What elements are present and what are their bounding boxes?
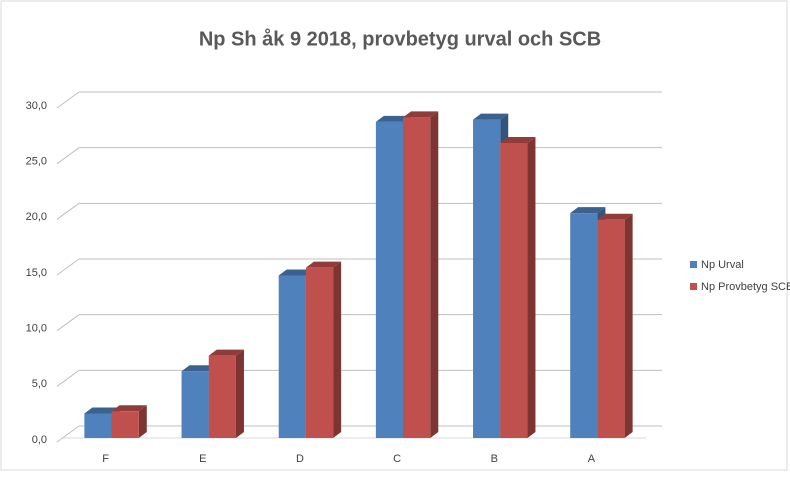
bar <box>208 355 236 438</box>
bar <box>111 411 139 438</box>
legend-swatch <box>690 283 697 290</box>
bar <box>500 142 528 438</box>
x-tick-label: E <box>199 453 206 465</box>
bar-top <box>181 365 217 372</box>
bar <box>597 219 625 438</box>
grid-line-depth <box>56 258 80 276</box>
chart-title: Np Sh åk 9 2018, provbetyg urval och SCB <box>199 27 601 50</box>
y-tick-label: 25,0 <box>26 156 47 168</box>
y-tick-label: 30,0 <box>26 100 47 112</box>
x-tick-label: A <box>588 453 596 465</box>
y-tick-label: 20,0 <box>26 211 47 223</box>
bar-top <box>84 407 120 414</box>
bar <box>305 267 334 438</box>
bar-top <box>375 115 412 122</box>
bar <box>403 117 431 439</box>
legend-label: Np Provbetyg SCB <box>701 281 790 293</box>
bar <box>278 275 306 438</box>
legend-swatch <box>690 261 697 268</box>
grid-line-depth <box>56 425 80 443</box>
bar-top <box>111 405 147 412</box>
bar <box>84 413 112 438</box>
bar-top <box>208 349 244 356</box>
bar-top <box>500 136 536 143</box>
x-tick-label: B <box>491 453 498 465</box>
bar <box>181 371 209 438</box>
bar-side <box>430 111 439 439</box>
grid-line-depth <box>56 202 80 220</box>
y-tick-label: 0,0 <box>32 434 47 446</box>
bar-side <box>624 213 633 438</box>
grid-line-depth <box>56 91 80 109</box>
bar-top <box>597 213 633 220</box>
bar <box>570 213 598 438</box>
grid-line-depth <box>56 369 80 387</box>
bar-side <box>527 136 536 438</box>
bar-top <box>403 111 439 118</box>
bar-side <box>138 405 147 438</box>
bar-top <box>570 207 606 214</box>
x-tick-label: D <box>296 453 304 465</box>
bar-top <box>278 269 314 276</box>
bar-top <box>305 261 342 268</box>
grid-line-depth <box>56 147 80 165</box>
y-tick-label: 10,0 <box>26 323 47 335</box>
bar <box>473 119 501 438</box>
y-tick-label: 15,0 <box>26 267 47 279</box>
legend-label: Np Urval <box>701 259 744 271</box>
bar-side <box>235 349 244 438</box>
x-tick-label: F <box>102 453 109 465</box>
bar-side <box>333 261 342 438</box>
y-tick-label: 5,0 <box>32 378 47 390</box>
bar <box>375 121 404 439</box>
x-tick-label: C <box>393 453 401 465</box>
grid-line-depth <box>56 314 80 332</box>
bar-top <box>473 113 509 120</box>
